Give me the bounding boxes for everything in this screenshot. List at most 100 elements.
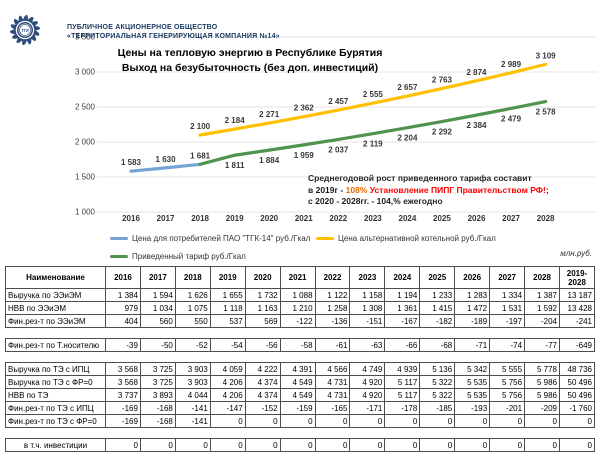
value-cell: 1 334 [489,288,526,302]
data-label: 1 630 [156,155,177,164]
value-cell: 4 920 [349,388,386,402]
x-axis-tick-label: 2018 [191,214,209,223]
value-cell: 1 258 [314,301,351,315]
table-row: Выручка по ТЭ с ФР=0 3 568 3 725 3 903 4 206… [5,375,596,389]
row-label-cell: НВВ по ТЭ [5,388,106,402]
x-axis-tick-label: 2022 [329,214,347,223]
value-cell: 1 387 [524,288,560,302]
value-cell: 979 [105,301,141,315]
value-cell: 0 [209,414,246,428]
row-label-cell: Выручка по ТЭ с ИПЦ [5,362,106,376]
value-cell: 0 [279,414,316,428]
value-cell: -141 [174,401,211,415]
x-axis-tick-label: 2027 [502,214,520,223]
value-cell: 550 [174,314,211,328]
value-cell: 1 075 [174,301,211,315]
x-axis-tick-label: 2017 [157,214,175,223]
units-label: млн.руб. [560,249,592,258]
table-header-cell: 2024 [384,266,421,289]
value-cell: -185 [419,401,456,415]
row-label-cell: Фин.рез-т по ЭЭиЭМ [5,314,106,328]
value-cell: -58 [279,338,316,352]
y-axis-tick-label: 2 000 [75,138,96,147]
value-cell: 1 194 [384,288,421,302]
value-cell: -39 [105,338,141,352]
value-cell: 0 [384,438,421,452]
value-cell: 1 655 [209,288,246,302]
legend-label: Цена альтернативной котельной руб./Гкал [338,234,496,243]
value-cell: 1 384 [105,288,141,302]
value-cell: 1 594 [139,288,176,302]
value-cell: 4 549 [279,375,316,389]
table-spacer-row [6,428,595,439]
value-cell: -167 [384,314,421,328]
x-axis-tick-label: 2023 [364,214,382,223]
value-cell: 3 737 [105,388,141,402]
table-header-cell: 2019- 2028 [558,266,596,289]
value-cell: 1 233 [419,288,456,302]
value-cell: 5 778 [524,362,560,376]
table-row: Фин.рез-т по ЭЭиЭМ 404 560 550 537 569 -122 -13… [5,314,596,328]
legend-item-alt-boiler-price: Цена альтернативной котельной руб./Гкал [316,234,496,243]
org-name: ПУБЛИЧНОЕ АКЦИОНЕРНОЕ ОБЩЕСТВО «ТЕРРИТОР… [67,23,280,41]
value-cell: 4 920 [349,375,386,389]
value-cell: -77 [524,338,560,352]
value-cell: -169 [105,401,141,415]
value-cell: 4 206 [209,388,246,402]
legend-label: Приведенный тариф руб./Гкал [132,252,246,261]
value-cell: 13 187 [558,288,596,302]
value-cell: -168 [139,401,176,415]
value-cell: 0 [419,438,456,452]
value-cell: 3 568 [105,375,141,389]
data-label: 1 884 [259,156,280,165]
annotation-line2: в 2019г - 108% Установление ПИПГ Правите… [308,184,549,195]
table-header-cell: 2017 [139,266,176,289]
value-cell: 5 322 [419,388,456,402]
data-label: 2 184 [225,116,246,125]
table-header-cell: 2018 [174,266,211,289]
table-row: Фин.рез-т по ТЭ с ФР=0 -169 -168 -141 0 0 0 0 0 0… [5,414,596,428]
value-cell: -147 [209,401,246,415]
value-cell: -136 [314,314,351,328]
value-cell: 1 472 [454,301,491,315]
value-cell: 0 [524,438,560,452]
table-header-cell: 2016 [105,266,141,289]
y-axis-tick-label: 3 000 [75,68,96,77]
value-cell: 0 [209,438,246,452]
value-cell: 0 [139,438,176,452]
x-axis-tick-label: 2020 [260,214,278,223]
value-cell: -197 [489,314,526,328]
value-cell: 1 034 [139,301,176,315]
x-axis-tick-label: 2016 [122,214,140,223]
value-cell: 4 374 [244,375,281,389]
value-cell: 4 391 [279,362,316,376]
x-axis-tick-label: 2024 [399,214,417,223]
value-cell: 0 [384,414,421,428]
x-axis-tick-label: 2028 [537,214,555,223]
value-cell: 3 725 [139,362,176,376]
value-cell: 13 428 [558,301,596,315]
y-axis-tick-label: 1 000 [75,208,96,217]
value-cell: 3 568 [105,362,141,376]
table-header-cell: 2025 [419,266,456,289]
value-cell: 1 118 [209,301,246,315]
value-cell: -168 [139,414,176,428]
table-header-cell: 2026 [454,266,491,289]
data-label: 2 292 [432,128,453,137]
value-cell: -61 [314,338,351,352]
table-header-cell: Наименование [5,266,106,289]
data-label: 2 100 [190,122,211,131]
table-header-cell: 2023 [349,266,386,289]
value-cell: 0 [558,414,596,428]
yellow-line-swatch-icon [316,236,334,241]
data-label: 2 457 [328,97,349,106]
value-cell: 4 566 [314,362,351,376]
data-label: 2 763 [432,76,453,85]
value-cell: -209 [524,401,560,415]
table-row: Фин.рез-т по Т.носителю -39 -50 -52 -54 -56 -5… [5,338,596,352]
value-cell: 5 535 [454,375,491,389]
value-cell: 5 322 [419,375,456,389]
data-label: 3 109 [536,51,557,60]
value-cell: -151 [349,314,386,328]
value-cell: 5 986 [524,375,560,389]
